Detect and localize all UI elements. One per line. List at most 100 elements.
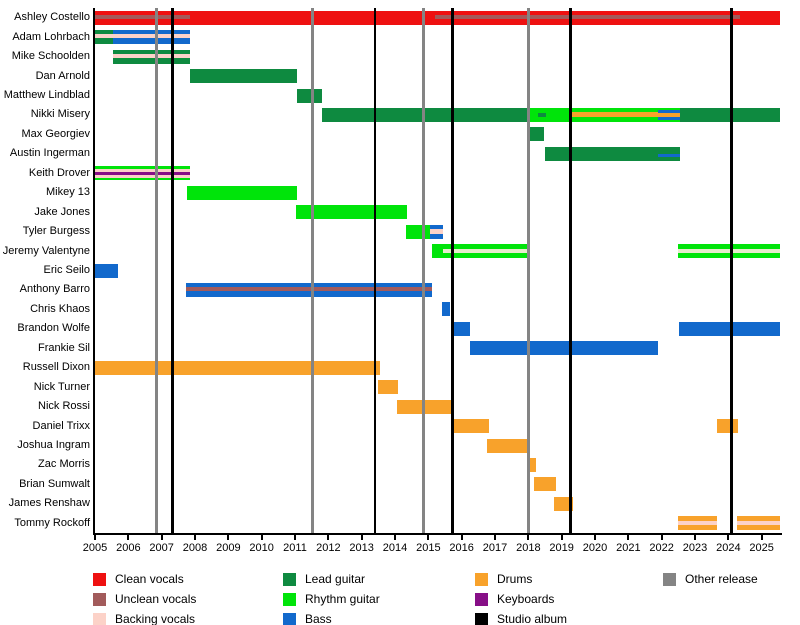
bar-layer-bass xyxy=(95,263,118,278)
timeline-bar-segment xyxy=(470,341,658,356)
timeline-bar-segment xyxy=(528,127,544,142)
timeline-bar-segment xyxy=(297,88,322,103)
bar-layer-bass xyxy=(442,302,450,317)
bar-layer-bass xyxy=(658,153,680,158)
axis-tick xyxy=(194,535,196,540)
legend-label: Rhythm guitar xyxy=(305,592,380,606)
bar-layer-rhythm xyxy=(528,107,538,122)
axis-tick-label: 2023 xyxy=(682,542,708,554)
bar-layer-rhythm xyxy=(187,185,297,200)
axis-tick xyxy=(494,535,496,540)
timeline-bar-segment xyxy=(658,146,680,161)
bar-layer-rhythm xyxy=(570,107,658,112)
timeline-bar-segment xyxy=(296,205,407,220)
axis-tick xyxy=(160,535,163,540)
axis-tick-label: 2016 xyxy=(449,542,474,554)
bar-layer-bass xyxy=(679,321,780,336)
timeline-bar-segment xyxy=(442,302,450,317)
bar-layer-unclean xyxy=(435,14,740,19)
bar-layer-lead xyxy=(680,107,780,122)
legend-item-unclean: Unclean vocals xyxy=(93,592,196,606)
studio-album-line xyxy=(730,8,733,533)
legend-label: Drums xyxy=(497,572,533,586)
timeline-bar-segment xyxy=(95,360,380,375)
legend-item-keys: Keyboards xyxy=(475,592,554,606)
axis-tick xyxy=(394,535,396,540)
bar-layer-rhythm xyxy=(443,253,529,259)
axis-tick-label: 2025 xyxy=(749,542,774,554)
legend-label: Other release xyxy=(685,572,758,586)
member-label: Mikey 13 xyxy=(45,186,90,199)
timeline-bar-segment xyxy=(443,244,529,259)
axis-tick xyxy=(294,535,296,540)
timeline-bar-segment xyxy=(736,516,780,531)
studio-album-line xyxy=(373,8,377,533)
bar-layer-lead xyxy=(113,49,190,54)
axis-tick-label: 2019 xyxy=(549,542,574,554)
axis-tick xyxy=(560,535,563,540)
legend-swatch-studio xyxy=(475,612,488,625)
bar-layer-lead xyxy=(297,88,322,103)
timeline-bar-segment xyxy=(534,477,556,492)
bar-layer-lead xyxy=(322,107,529,122)
bar-layer-drums xyxy=(534,477,556,492)
member-label: Jeremy Valentyne xyxy=(2,244,90,257)
legend-swatch-drums xyxy=(475,572,488,586)
axis-tick-label: 2013 xyxy=(349,542,374,554)
studio-album-line xyxy=(569,8,572,533)
member-label: Frankie Sil xyxy=(38,341,90,354)
bar-layer-lead xyxy=(538,112,546,117)
other-release-line xyxy=(311,8,315,533)
bar-layer-bass xyxy=(186,290,432,297)
axis-tick xyxy=(94,535,96,540)
bar-layer-bass xyxy=(113,30,190,35)
bar-layer-backing xyxy=(430,229,443,234)
bar-layer-drums xyxy=(736,525,780,531)
bar-layer-bass xyxy=(186,282,432,287)
member-label: Eric Seilo xyxy=(43,264,90,276)
timeline-bar-segment xyxy=(113,30,190,45)
bar-layer-cream xyxy=(678,248,780,254)
bar-layer-drums xyxy=(678,525,717,531)
legend-label: Studio album xyxy=(497,612,568,625)
legend-item-drums: Drums xyxy=(475,572,532,586)
timeline-bar-segment xyxy=(678,516,717,531)
bar-layer-rhythm xyxy=(95,177,190,181)
bar-layer-bass xyxy=(430,224,443,230)
member-label: Nick Rossi xyxy=(38,400,90,413)
bar-layer-bass xyxy=(430,233,443,239)
member-label: Tommy Rockoff xyxy=(14,516,90,529)
axis-tick xyxy=(360,535,363,540)
member-label: Daniel Trixx xyxy=(32,419,90,432)
bar-layer-bass xyxy=(658,109,680,113)
timeline-bar-segment xyxy=(95,10,190,25)
bar-layer-lead xyxy=(658,146,680,154)
legend-item-clean: Clean vocals xyxy=(93,572,184,586)
bar-layer-drums xyxy=(554,496,573,511)
timeline-bar-segment xyxy=(678,244,780,259)
timeline-bar-segment xyxy=(95,166,190,181)
legend-label: Bass xyxy=(305,612,332,625)
axis-tick xyxy=(727,535,730,540)
timeline-bar-segment xyxy=(432,244,443,259)
bar-layer-clean xyxy=(740,10,780,25)
bar-layer-unclean xyxy=(95,14,190,19)
timeline-bar-segment xyxy=(546,107,571,122)
member-label: Russell Dixon xyxy=(22,361,90,374)
member-label: Brandon Wolfe xyxy=(17,322,90,335)
bar-layer-rhythm xyxy=(570,116,658,122)
bar-layer-drums xyxy=(678,516,717,522)
bar-layer-bass xyxy=(658,116,680,120)
member-label: Matthew Lindblad xyxy=(3,89,90,101)
bar-layer-lead xyxy=(95,30,113,35)
bar-layer-drums xyxy=(95,360,380,375)
timeline-bar-segment xyxy=(717,419,738,434)
bar-layer-clean xyxy=(435,10,740,15)
bar-layer-clean xyxy=(95,10,190,15)
axis-tick xyxy=(694,535,696,540)
bar-layer-bass xyxy=(451,321,470,336)
axis-tick xyxy=(327,535,330,540)
member-label: Tyler Burgess xyxy=(22,225,90,238)
timeline-bar-segment xyxy=(430,224,443,239)
